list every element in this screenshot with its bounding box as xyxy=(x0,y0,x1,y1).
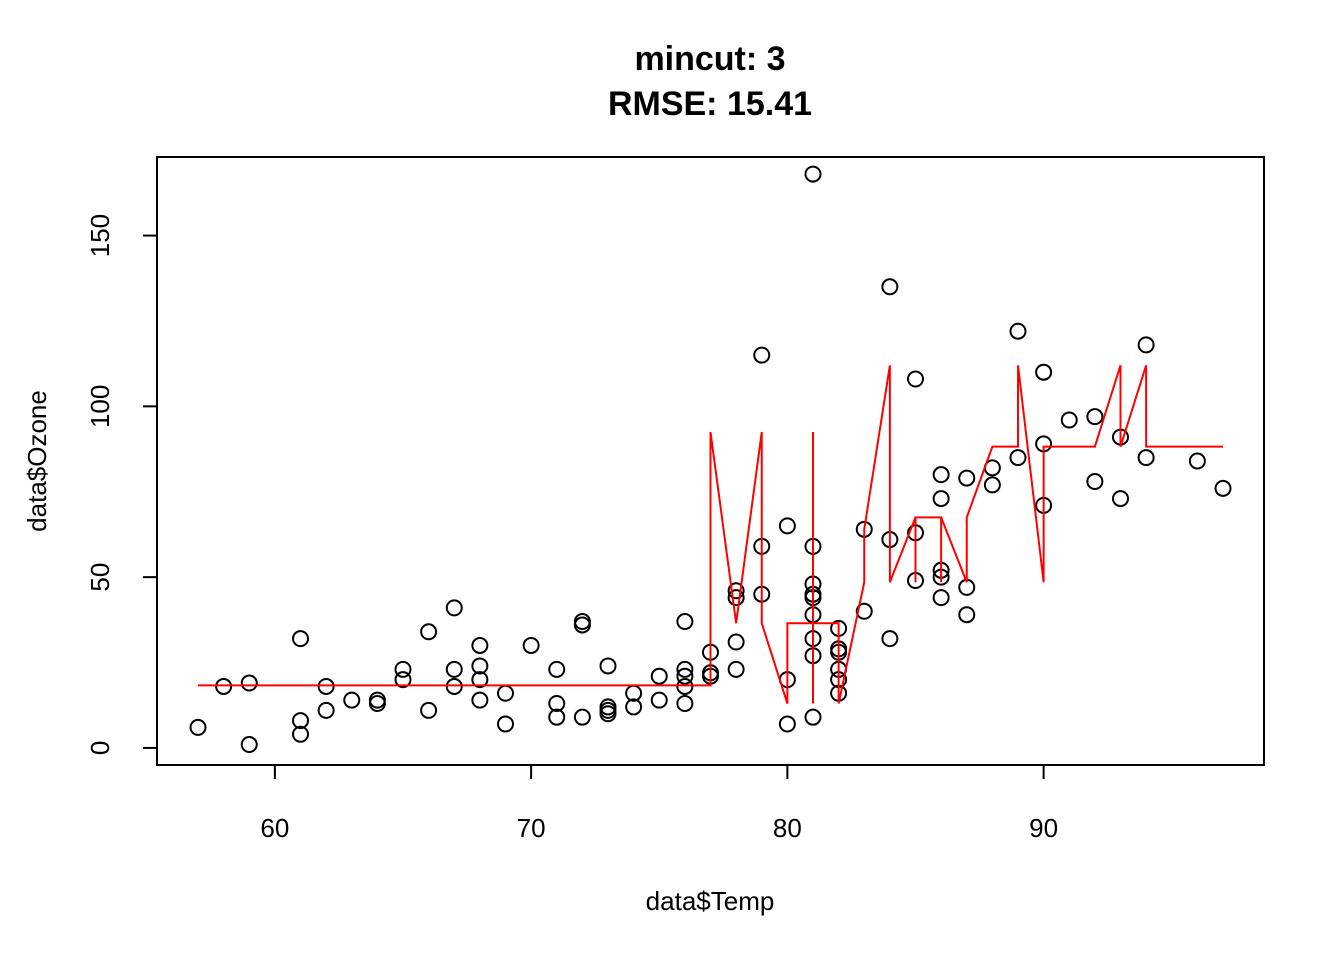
data-point xyxy=(420,701,438,719)
x-tick-label: 80 xyxy=(773,813,802,843)
data-point xyxy=(292,630,309,648)
data-point xyxy=(1009,449,1027,467)
data-point xyxy=(727,633,745,651)
data-point xyxy=(445,599,463,617)
data-point xyxy=(778,715,796,733)
data-point xyxy=(599,657,617,675)
data-point xyxy=(471,657,489,675)
data-point xyxy=(727,589,745,607)
x-axis: 60 70 80 90 xyxy=(260,764,1058,843)
data-point xyxy=(445,677,463,695)
data-point xyxy=(471,691,489,709)
data-point xyxy=(240,736,258,754)
y-axis-label: data$Ozone xyxy=(22,390,52,532)
x-axis-label: data$Temp xyxy=(646,886,775,916)
data-point xyxy=(1086,472,1104,490)
data-point xyxy=(497,715,514,733)
y-tick-label: 50 xyxy=(85,563,115,592)
data-point xyxy=(1060,411,1078,429)
data-point xyxy=(573,708,591,726)
data-point xyxy=(753,346,771,364)
data-point xyxy=(932,466,950,484)
data-point xyxy=(625,698,643,716)
chart-subtitle: RMSE: 15.41 xyxy=(608,85,812,123)
y-tick-label: 0 xyxy=(85,741,115,755)
data-point xyxy=(292,725,309,743)
data-point xyxy=(778,517,796,535)
data-point xyxy=(676,613,694,631)
data-point xyxy=(727,660,745,678)
data-point xyxy=(368,695,386,713)
data-point xyxy=(676,667,694,685)
data-point xyxy=(573,616,591,634)
data-point xyxy=(1137,336,1155,354)
data-point xyxy=(804,165,822,183)
chart-title: mincut: 3 xyxy=(634,40,785,78)
data-point xyxy=(189,718,207,736)
data-point xyxy=(650,667,668,685)
x-tick-label: 60 xyxy=(260,813,289,843)
data-point xyxy=(317,701,335,719)
y-axis: 0 50 100 150 xyxy=(85,214,158,755)
data-point xyxy=(548,660,566,678)
y-tick-label: 100 xyxy=(85,385,115,428)
data-point xyxy=(1112,490,1129,508)
data-point xyxy=(676,660,694,678)
data-point xyxy=(343,691,361,709)
data-point xyxy=(599,705,617,723)
data-point xyxy=(1035,363,1053,381)
data-point xyxy=(881,630,899,648)
data-point xyxy=(471,671,489,689)
data-point xyxy=(881,278,899,296)
data-point xyxy=(983,476,1001,494)
data-point xyxy=(855,602,873,620)
data-point xyxy=(497,684,514,702)
fitted-line xyxy=(198,365,1223,704)
data-point xyxy=(599,701,617,719)
data-point xyxy=(292,712,309,730)
data-point xyxy=(548,708,566,726)
data-point xyxy=(727,582,745,600)
data-point xyxy=(548,695,566,713)
data-point xyxy=(573,613,591,631)
data-point xyxy=(420,623,438,641)
data-point xyxy=(1188,452,1206,470)
data-point xyxy=(240,674,258,692)
data-point xyxy=(471,636,489,654)
fitted-line-layer xyxy=(198,365,1223,704)
data-point xyxy=(676,677,694,695)
data-point xyxy=(215,677,233,695)
data-point xyxy=(958,606,976,624)
data-point xyxy=(394,671,412,689)
x-tick-label: 90 xyxy=(1029,813,1058,843)
data-point xyxy=(804,708,822,726)
data-point xyxy=(1214,479,1232,497)
data-point xyxy=(1137,449,1155,467)
y-tick-label: 150 xyxy=(85,214,115,257)
data-point xyxy=(932,490,950,508)
data-point xyxy=(394,660,412,678)
data-point xyxy=(650,691,668,709)
data-point xyxy=(1009,322,1027,340)
data-point xyxy=(317,677,335,695)
data-point xyxy=(522,636,540,654)
x-tick-label: 70 xyxy=(517,813,546,843)
data-point xyxy=(368,691,386,709)
data-point xyxy=(907,370,924,388)
data-point xyxy=(958,469,976,487)
data-point xyxy=(1086,408,1104,426)
data-point xyxy=(932,589,950,607)
data-point xyxy=(445,660,463,678)
data-point xyxy=(676,695,694,713)
